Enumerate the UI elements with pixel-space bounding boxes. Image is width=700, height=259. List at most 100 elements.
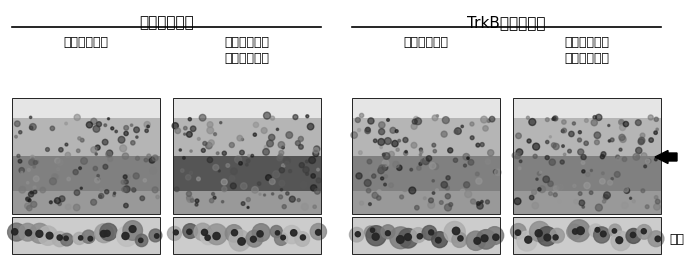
Circle shape: [379, 165, 386, 171]
Circle shape: [477, 202, 480, 205]
Circle shape: [454, 128, 461, 134]
Circle shape: [247, 206, 249, 208]
Circle shape: [300, 235, 305, 240]
Circle shape: [638, 137, 645, 144]
Circle shape: [577, 227, 584, 235]
Circle shape: [366, 226, 386, 246]
Circle shape: [553, 116, 558, 121]
Circle shape: [526, 116, 529, 119]
Circle shape: [516, 149, 523, 156]
Circle shape: [568, 220, 590, 242]
Circle shape: [573, 122, 575, 125]
Circle shape: [241, 184, 248, 190]
Circle shape: [209, 199, 214, 203]
Circle shape: [57, 159, 63, 166]
Circle shape: [97, 122, 102, 127]
Circle shape: [553, 143, 559, 150]
Circle shape: [25, 203, 31, 209]
Circle shape: [306, 172, 309, 175]
Circle shape: [276, 128, 279, 131]
Circle shape: [25, 230, 32, 236]
Circle shape: [31, 155, 34, 159]
Circle shape: [611, 231, 631, 251]
Bar: [352, 118, 500, 156]
Circle shape: [470, 122, 474, 126]
Circle shape: [470, 199, 475, 204]
Circle shape: [54, 174, 59, 179]
Circle shape: [55, 198, 60, 204]
Circle shape: [230, 168, 237, 175]
Circle shape: [645, 159, 650, 163]
Text: グルタミン酸: グルタミン酸: [64, 36, 108, 49]
Circle shape: [225, 225, 243, 242]
FancyArrow shape: [655, 150, 677, 163]
Circle shape: [52, 232, 67, 247]
Circle shape: [54, 200, 56, 202]
Circle shape: [424, 158, 426, 160]
Bar: [513, 191, 661, 214]
Circle shape: [130, 226, 136, 233]
Bar: [173, 217, 321, 254]
Circle shape: [481, 116, 487, 123]
Circle shape: [26, 197, 30, 201]
Circle shape: [441, 131, 447, 137]
Circle shape: [186, 175, 191, 180]
Circle shape: [8, 223, 25, 241]
Circle shape: [259, 193, 261, 195]
Circle shape: [424, 197, 426, 200]
Circle shape: [589, 224, 602, 237]
Circle shape: [29, 116, 32, 119]
Circle shape: [582, 206, 584, 208]
Circle shape: [108, 157, 113, 162]
Circle shape: [187, 229, 192, 234]
Circle shape: [310, 224, 326, 240]
Bar: [513, 217, 661, 254]
Circle shape: [124, 203, 128, 208]
Circle shape: [648, 231, 664, 247]
Circle shape: [52, 174, 57, 179]
Circle shape: [470, 136, 474, 140]
Circle shape: [655, 199, 660, 204]
Circle shape: [95, 145, 100, 150]
Circle shape: [82, 230, 95, 243]
Circle shape: [238, 238, 245, 245]
Circle shape: [65, 204, 71, 210]
Circle shape: [611, 178, 613, 180]
Circle shape: [175, 128, 181, 134]
Circle shape: [33, 186, 36, 189]
Circle shape: [281, 146, 284, 149]
Circle shape: [538, 188, 541, 191]
Circle shape: [197, 177, 200, 181]
Circle shape: [278, 154, 283, 159]
Circle shape: [34, 161, 37, 164]
Circle shape: [411, 142, 417, 148]
Circle shape: [561, 130, 564, 133]
Circle shape: [488, 150, 494, 156]
Circle shape: [59, 196, 65, 202]
Circle shape: [356, 232, 360, 237]
Circle shape: [106, 150, 113, 156]
Circle shape: [272, 193, 274, 195]
Circle shape: [445, 194, 450, 199]
Circle shape: [179, 149, 181, 151]
Circle shape: [386, 119, 389, 121]
Circle shape: [432, 143, 435, 147]
Circle shape: [147, 154, 150, 158]
Circle shape: [529, 221, 550, 242]
Circle shape: [654, 117, 659, 121]
Circle shape: [40, 187, 46, 193]
Circle shape: [103, 164, 108, 169]
Circle shape: [633, 153, 640, 160]
Circle shape: [221, 201, 224, 203]
Circle shape: [93, 166, 97, 171]
Circle shape: [33, 166, 36, 168]
Circle shape: [463, 164, 466, 167]
Circle shape: [19, 168, 24, 173]
Circle shape: [122, 232, 129, 240]
Circle shape: [206, 224, 227, 245]
Circle shape: [395, 130, 398, 133]
Bar: [173, 217, 321, 254]
Circle shape: [603, 200, 606, 203]
Circle shape: [512, 153, 518, 159]
Circle shape: [560, 160, 564, 164]
